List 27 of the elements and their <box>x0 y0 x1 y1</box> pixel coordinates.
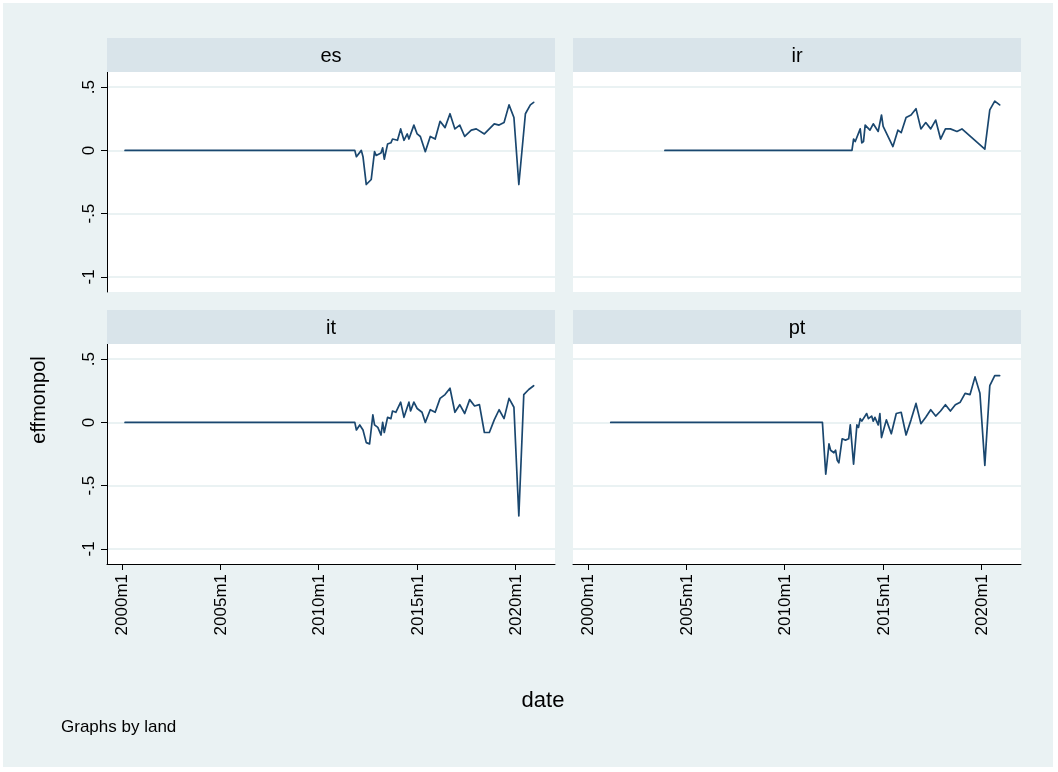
x-tick-label: 2005m1 <box>676 574 696 636</box>
chart-title: pt <box>573 310 1021 344</box>
y-tick-label: .5 <box>79 352 98 367</box>
x-axis-title: date <box>521 687 565 713</box>
x-tick-label: 2010m1 <box>775 574 795 636</box>
x-tick-label: 2000m1 <box>578 574 598 636</box>
line-series <box>124 384 535 517</box>
y-tick-label: -1 <box>79 269 98 285</box>
x-tick-label: 2000m1 <box>112 574 132 636</box>
y-tick-label: -.5 <box>79 203 98 224</box>
y-tick-label: -1 <box>79 541 98 557</box>
y-axis-title: effmonpol <box>26 356 50 444</box>
y-tick-label: 0 <box>79 417 98 428</box>
x-tick-label: 2015m1 <box>407 574 427 636</box>
line-series <box>124 101 535 186</box>
x-tick-label: 2005m1 <box>210 574 230 636</box>
y-tick-label: 0 <box>79 145 98 156</box>
x-tick-label: 2020m1 <box>506 574 526 636</box>
x-tick-label: 2015m1 <box>873 574 893 636</box>
y-tick-label: .5 <box>79 80 98 95</box>
chart-title: es <box>107 38 555 72</box>
y-tick-label: -.5 <box>79 475 98 496</box>
x-tick-label: 2010m1 <box>309 574 329 636</box>
chart-title: it <box>107 310 555 344</box>
text: Graphs by land <box>61 717 177 737</box>
chart-title: ir <box>573 38 1021 72</box>
x-tick-label: 2020m1 <box>972 574 992 636</box>
